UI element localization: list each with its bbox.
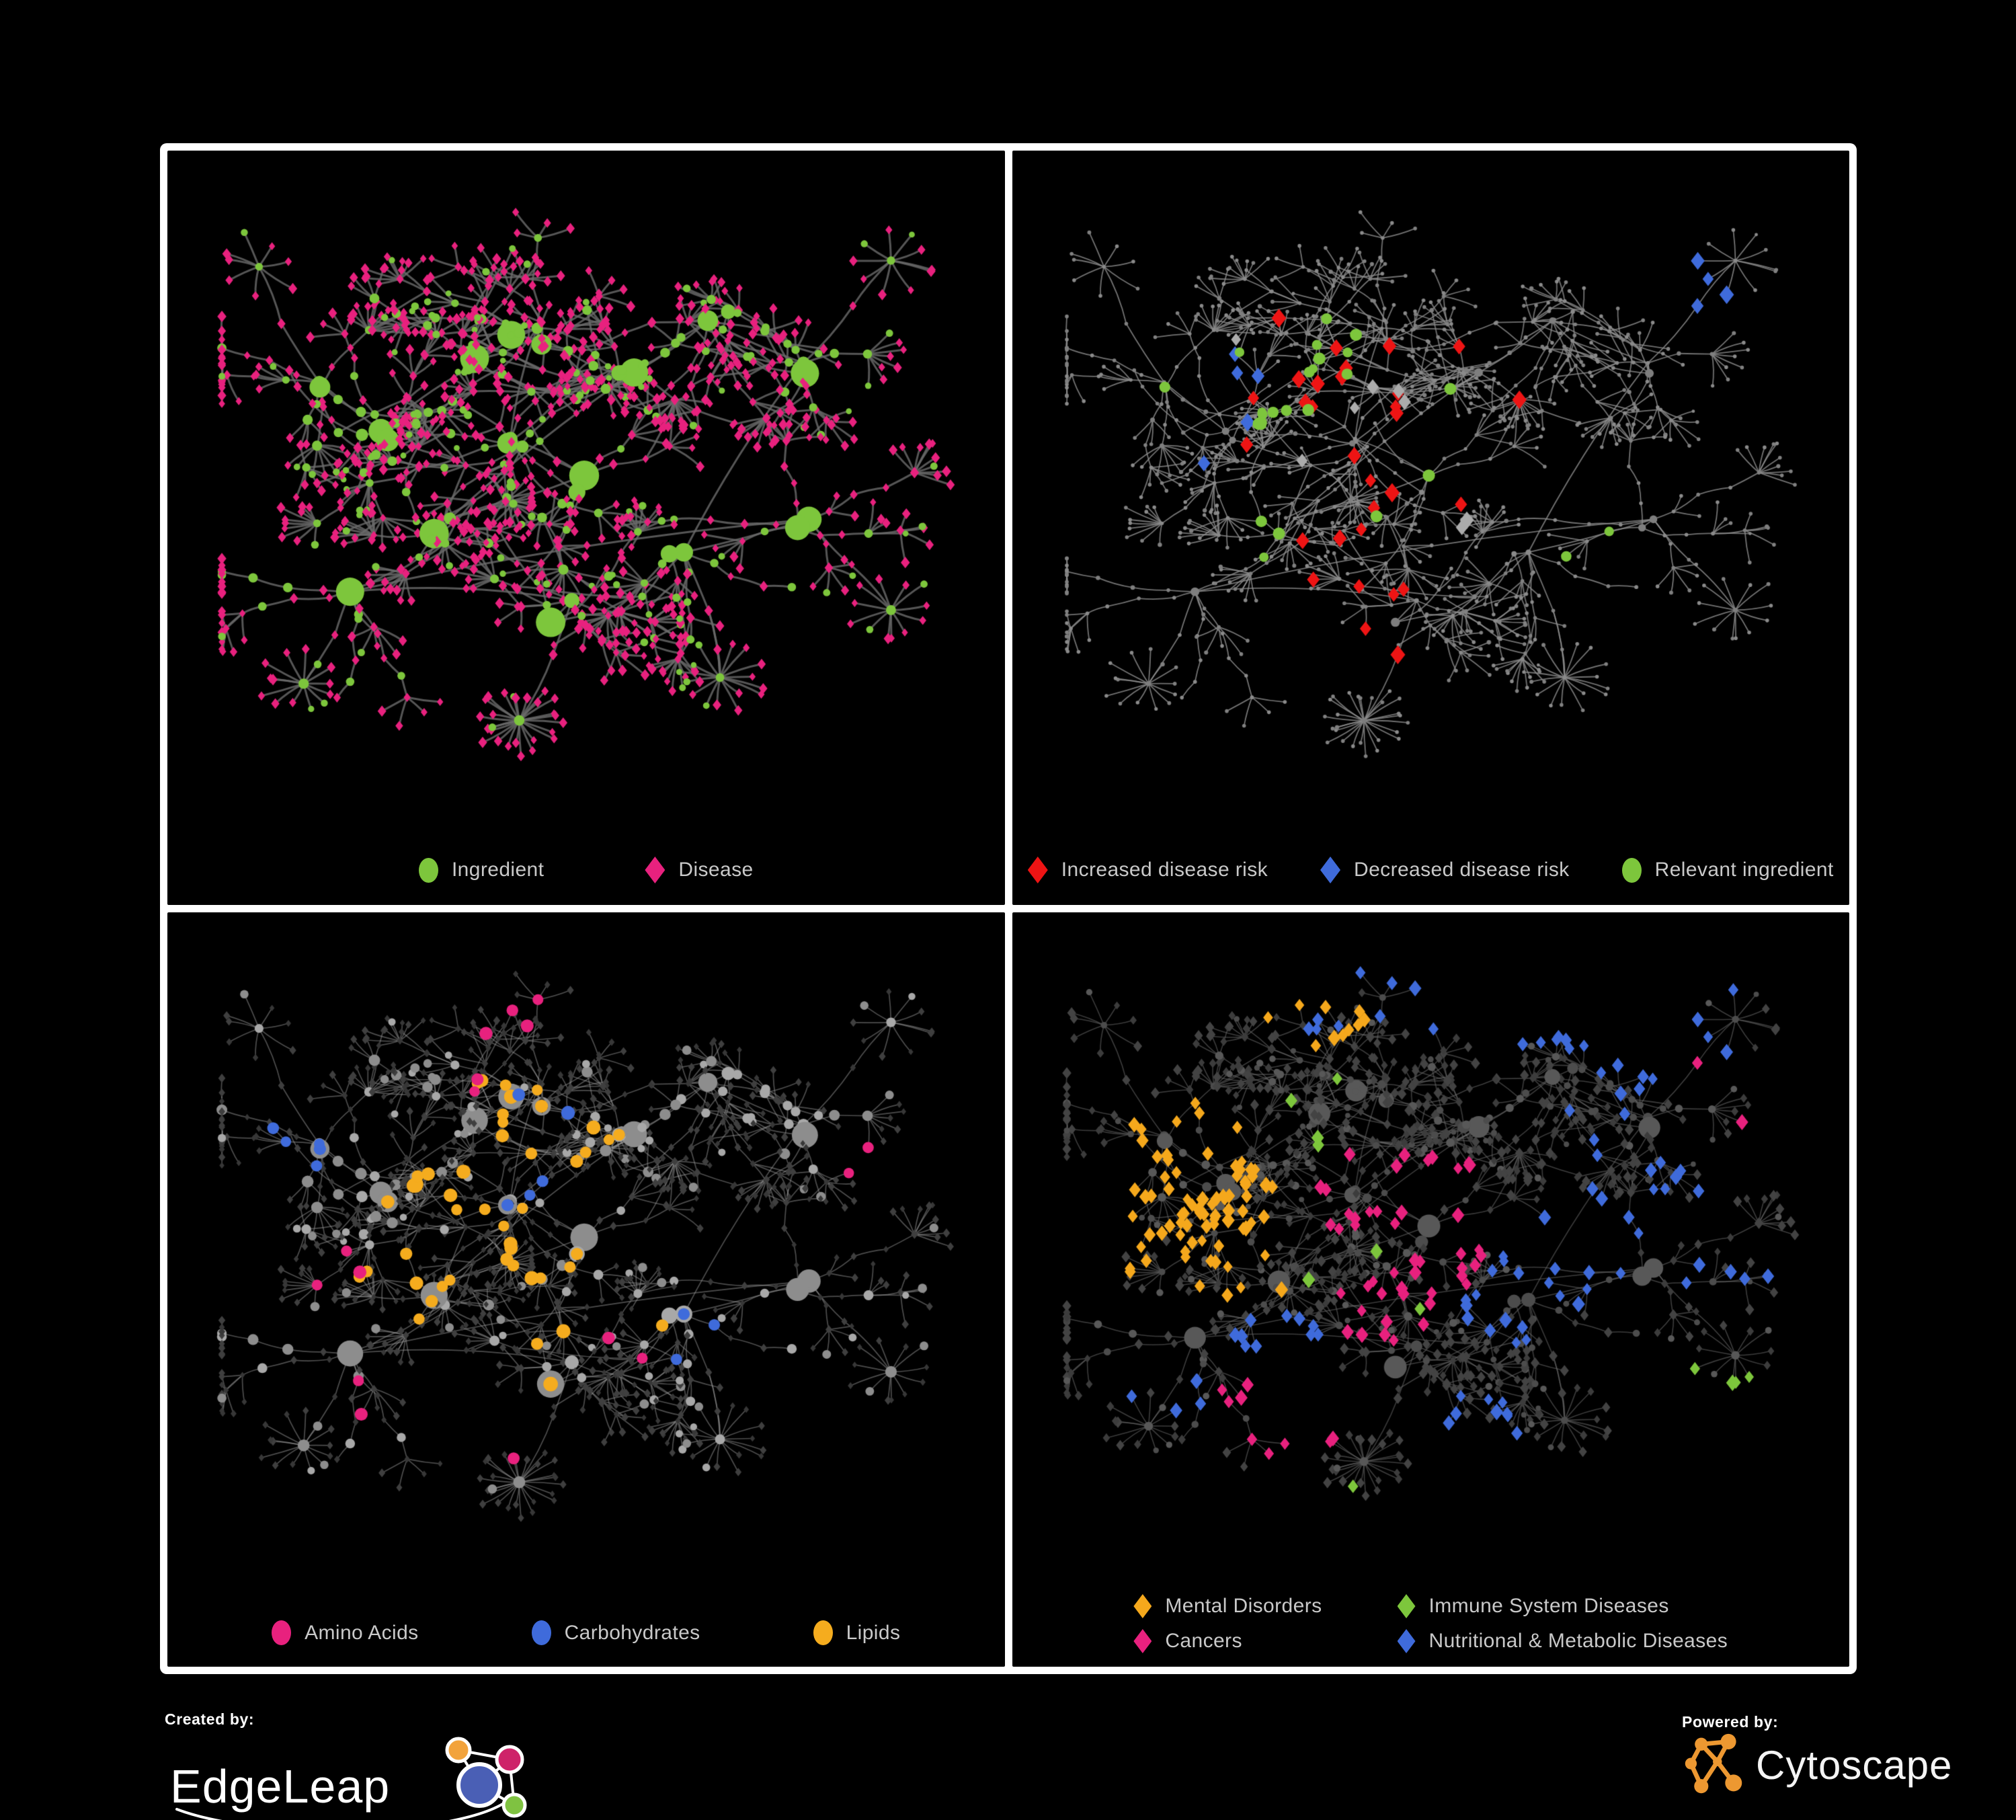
legend-label: Disease — [678, 859, 754, 881]
panel-disease-classes: Mental Disorders Immune System Diseases Ca… — [1012, 912, 1850, 1667]
created-by-block: Created by: EdgeLeap — [165, 1710, 581, 1820]
network-canvas-ingredient-disease — [167, 151, 1005, 905]
diamond-marker-icon — [1397, 1594, 1416, 1618]
edgeleap-wordmark: EdgeLeap — [170, 1760, 390, 1813]
legend-label: Lipids — [846, 1621, 901, 1644]
legend-item-nutritional-metabolic-diseases: Nutritional & Metabolic Diseases — [1397, 1629, 1728, 1653]
circle-marker-icon — [531, 1620, 551, 1645]
circle-marker-icon — [418, 857, 438, 883]
legend-label: Immune System Diseases — [1428, 1595, 1669, 1617]
diamond-marker-icon — [645, 857, 666, 883]
powered-by-label: Powered by: — [1682, 1713, 1779, 1731]
cytoscape-logo-icon — [1685, 1733, 1742, 1794]
legend-item-cancers: Cancers — [1133, 1629, 1242, 1653]
legend-label: Increased disease risk — [1061, 859, 1268, 881]
panel-grid: Ingredient Disease Increased disease risk… — [160, 143, 1857, 1674]
legend-item-increased-disease-risk: Increased disease risk — [1027, 857, 1268, 883]
circle-marker-icon — [272, 1620, 292, 1645]
legend-label: Carbohydrates — [564, 1621, 700, 1644]
legend-item-relevant-ingredient: Relevant ingredient — [1621, 857, 1834, 883]
edgeleap-node-orange — [445, 1737, 472, 1764]
edgeleap-swoosh — [175, 1793, 516, 1820]
circle-marker-icon — [813, 1620, 833, 1645]
legend-item-lipids: Lipids — [813, 1620, 901, 1645]
diamond-marker-icon — [1027, 857, 1048, 883]
edgeleap-node-blue — [456, 1762, 502, 1808]
diamond-marker-icon — [1133, 1594, 1152, 1618]
legend-item-decreased-disease-risk: Decreased disease risk — [1320, 857, 1570, 883]
legend-label: Cancers — [1165, 1630, 1242, 1652]
legend-item-disease: Disease — [645, 857, 753, 883]
legend-ingredient-disease: Ingredient Disease — [167, 857, 1005, 883]
diamond-marker-icon — [1133, 1629, 1152, 1653]
legend-item-ingredient: Ingredient — [418, 857, 545, 883]
circle-marker-icon — [1621, 857, 1642, 883]
powered-by-block: Powered by: — [1682, 1713, 1952, 1797]
legend-label: Relevant ingredient — [1654, 859, 1834, 881]
network-canvas-nutrient-classes — [167, 912, 1005, 1667]
legend-item-amino-acids: Amino Acids — [272, 1620, 418, 1645]
panel-nutrient-classes: Amino Acids Carbohydrates Lipids — [167, 912, 1005, 1667]
legend-label: Nutritional & Metabolic Diseases — [1428, 1630, 1728, 1652]
edgeleap-logo: EdgeLeap — [170, 1737, 527, 1820]
panel-ingredient-disease: Ingredient Disease — [167, 151, 1005, 905]
legend-label: Ingredient — [451, 859, 545, 881]
created-by-label: Created by: — [165, 1710, 255, 1728]
legend-label: Mental Disorders — [1165, 1595, 1322, 1617]
legend-item-mental-disorders: Mental Disorders — [1133, 1594, 1322, 1618]
diamond-marker-icon — [1320, 857, 1341, 883]
legend-item-carbohydrates: Carbohydrates — [531, 1620, 700, 1645]
edgeleap-node-magenta — [495, 1745, 524, 1774]
network-canvas-disease-classes — [1012, 912, 1849, 1667]
edgeleap-node-green — [501, 1792, 527, 1818]
network-canvas-disease-risk — [1012, 151, 1849, 905]
legend-nutrient-classes: Amino Acids Carbohydrates Lipids — [167, 1620, 1005, 1645]
cytoscape-wordmark: Cytoscape — [1756, 1742, 1953, 1788]
legend-disease-risk: Increased disease risk Decreased disease … — [1012, 857, 1850, 883]
panel-disease-risk: Increased disease risk Decreased disease … — [1012, 151, 1850, 905]
legend-label: Decreased disease risk — [1354, 859, 1570, 881]
legend-disease-classes: Mental Disorders Immune System Diseases Ca… — [1012, 1594, 1850, 1653]
legend-label: Amino Acids — [305, 1621, 419, 1644]
legend-item-immune-system-diseases: Immune System Diseases — [1397, 1594, 1669, 1618]
diamond-marker-icon — [1397, 1629, 1416, 1653]
